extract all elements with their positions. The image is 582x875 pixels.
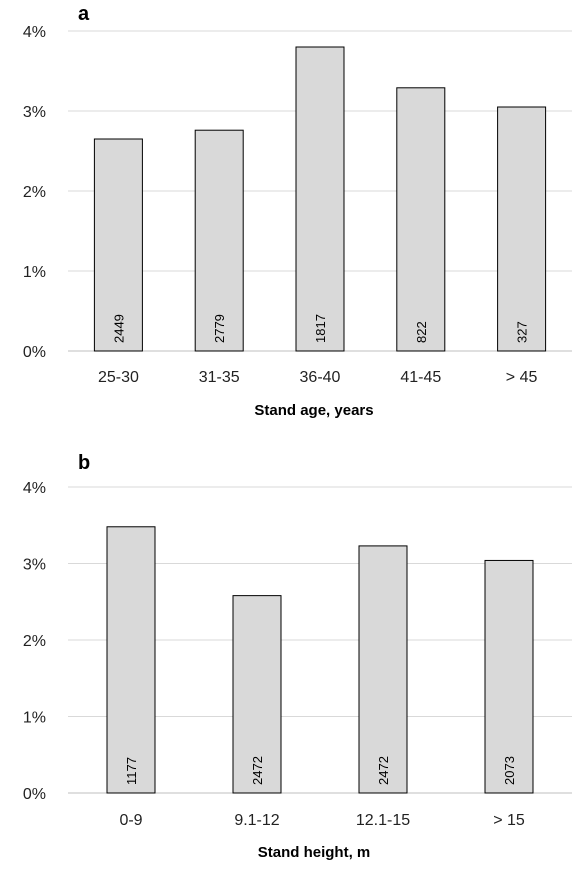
bar: [497, 106, 547, 352]
y-tick-label: 1%: [23, 264, 46, 281]
panel-label: b: [78, 452, 90, 474]
bar: [396, 87, 446, 352]
bar: [232, 595, 282, 794]
x-tick-label: 0-9: [119, 812, 142, 829]
x-tick-label: 9.1-12: [234, 812, 279, 829]
panel-label: a: [78, 3, 90, 25]
bar-count-label: 1177: [124, 757, 139, 785]
x-tick-label: 36-40: [300, 369, 341, 386]
bar: [106, 526, 156, 794]
bar-count-label: 327: [515, 321, 530, 343]
x-tick-label: > 45: [506, 369, 538, 386]
x-tick-label: > 15: [493, 812, 525, 829]
bar: [484, 559, 534, 794]
y-tick-label: 3%: [23, 557, 46, 574]
bar-count-label: 2073: [502, 756, 517, 785]
bar-count-label: 822: [414, 321, 429, 343]
x-tick-label: 31-35: [199, 369, 240, 386]
chart-panel-b: b 0% 1% 2% 3% 4% 1177 0-9 2472 9.1-12 2472 12.1-15 2…: [0, 435, 582, 870]
stand-age-bar-chart: a 0% 1% 2% 3% 4% 2449 25-30 2779 31-35 1817 36-40 82…: [23, 3, 572, 419]
bar: [93, 138, 143, 352]
y-tick-label: 0%: [23, 786, 46, 803]
bar: [358, 545, 408, 794]
x-axis-title: Stand height, m: [258, 844, 371, 861]
bar: [295, 46, 345, 352]
x-tick-label: 41-45: [400, 369, 441, 386]
y-tick-label: 3%: [23, 104, 46, 121]
bar-count-label: 1817: [313, 314, 328, 343]
bar-count-label: 2472: [376, 756, 391, 785]
y-tick-label: 4%: [23, 24, 46, 41]
bar-count-label: 2449: [111, 314, 126, 343]
bar: [194, 129, 244, 352]
stand-height-bar-chart: b 0% 1% 2% 3% 4% 1177 0-9 2472 9.1-12 2472 12.1-15 2…: [23, 452, 572, 861]
y-tick-label: 4%: [23, 480, 46, 497]
y-tick-label: 1%: [23, 710, 46, 727]
y-tick-label: 0%: [23, 344, 46, 361]
x-tick-label: 12.1-15: [356, 812, 410, 829]
x-axis-title: Stand age, years: [254, 402, 373, 419]
chart-panel-a: a 0% 1% 2% 3% 4% 2449 25-30 2779 31-35 1817 36-40 82…: [0, 0, 582, 435]
bar-count-label: 2472: [250, 756, 265, 785]
y-tick-label: 2%: [23, 184, 46, 201]
y-tick-label: 2%: [23, 633, 46, 650]
bar-count-label: 2779: [212, 314, 227, 343]
x-tick-label: 25-30: [98, 369, 139, 386]
